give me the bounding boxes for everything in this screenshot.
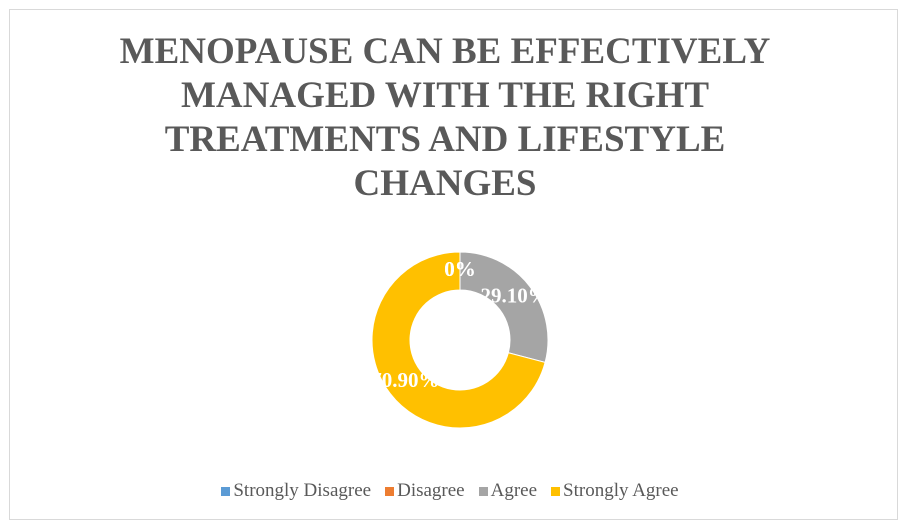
data-label: 0%	[444, 257, 476, 281]
donut-slice	[459, 251, 549, 364]
data-label: 70.90%	[371, 368, 439, 392]
donut-slice	[371, 251, 546, 429]
legend-label: Disagree	[397, 480, 465, 501]
data-label: 0%	[444, 257, 476, 281]
legend: Strongly Disagree Disagree Agree Strongly A…	[0, 480, 900, 502]
legend-item: Agree	[478, 480, 538, 502]
legend-label: Strongly Disagree	[233, 480, 372, 501]
legend-swatch	[478, 486, 488, 496]
legend-swatch	[221, 486, 231, 496]
legend-item: Disagree	[385, 480, 465, 502]
chart-title: MENOPAUSE CAN BE EFFECTIVELY MANAGED WIT…	[119, 31, 771, 204]
legend-label: Strongly Agree	[563, 480, 679, 501]
legend-label: Agree	[490, 480, 538, 501]
legend-item: Strongly Disagree	[221, 480, 371, 502]
chart-frame	[9, 9, 898, 520]
data-label: 29.10%	[481, 284, 549, 308]
legend-item: Strongly Agree	[551, 480, 679, 502]
legend-swatch	[385, 486, 395, 496]
legend-swatch	[551, 486, 561, 496]
